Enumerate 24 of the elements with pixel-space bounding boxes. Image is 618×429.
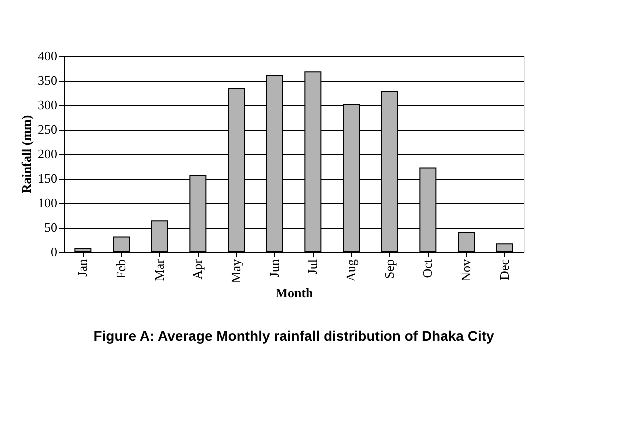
x-tick-label: Dec	[496, 259, 512, 280]
x-tick-label: Nov	[458, 259, 474, 282]
y-tick-label: 300	[38, 98, 58, 112]
x-tick-label: May	[228, 259, 244, 284]
y-tick-label: 50	[44, 220, 58, 235]
x-tick-label: Aug	[344, 259, 358, 282]
x-tick-label: Mar	[152, 258, 167, 282]
text: Figure A: Average Monthly rainfall distribution of Dhaka City	[94, 328, 495, 344]
y-tick-label: 400	[38, 48, 58, 64]
y-tick-label: 100	[38, 196, 58, 210]
y-tick-label: 200	[38, 146, 58, 162]
x-axis-title: Month	[276, 285, 314, 300]
x-tick-label: Jul	[305, 259, 320, 275]
x-tick-label: Jan	[75, 259, 90, 277]
y-tick-label: 350	[38, 73, 58, 88]
x-tick-label: Sep	[382, 260, 397, 279]
x-tick-label: Apr	[190, 258, 206, 280]
y-tick-label: 0	[51, 244, 58, 260]
x-tick-label: Feb	[114, 260, 128, 279]
y-tick-label: 250	[38, 122, 58, 137]
x-tick-label: Jun	[266, 259, 282, 278]
y-tick-label: 150	[38, 171, 58, 186]
y-axis-title: Rainfall (mm)	[19, 115, 34, 194]
x-tick-label: Oct	[420, 259, 436, 278]
